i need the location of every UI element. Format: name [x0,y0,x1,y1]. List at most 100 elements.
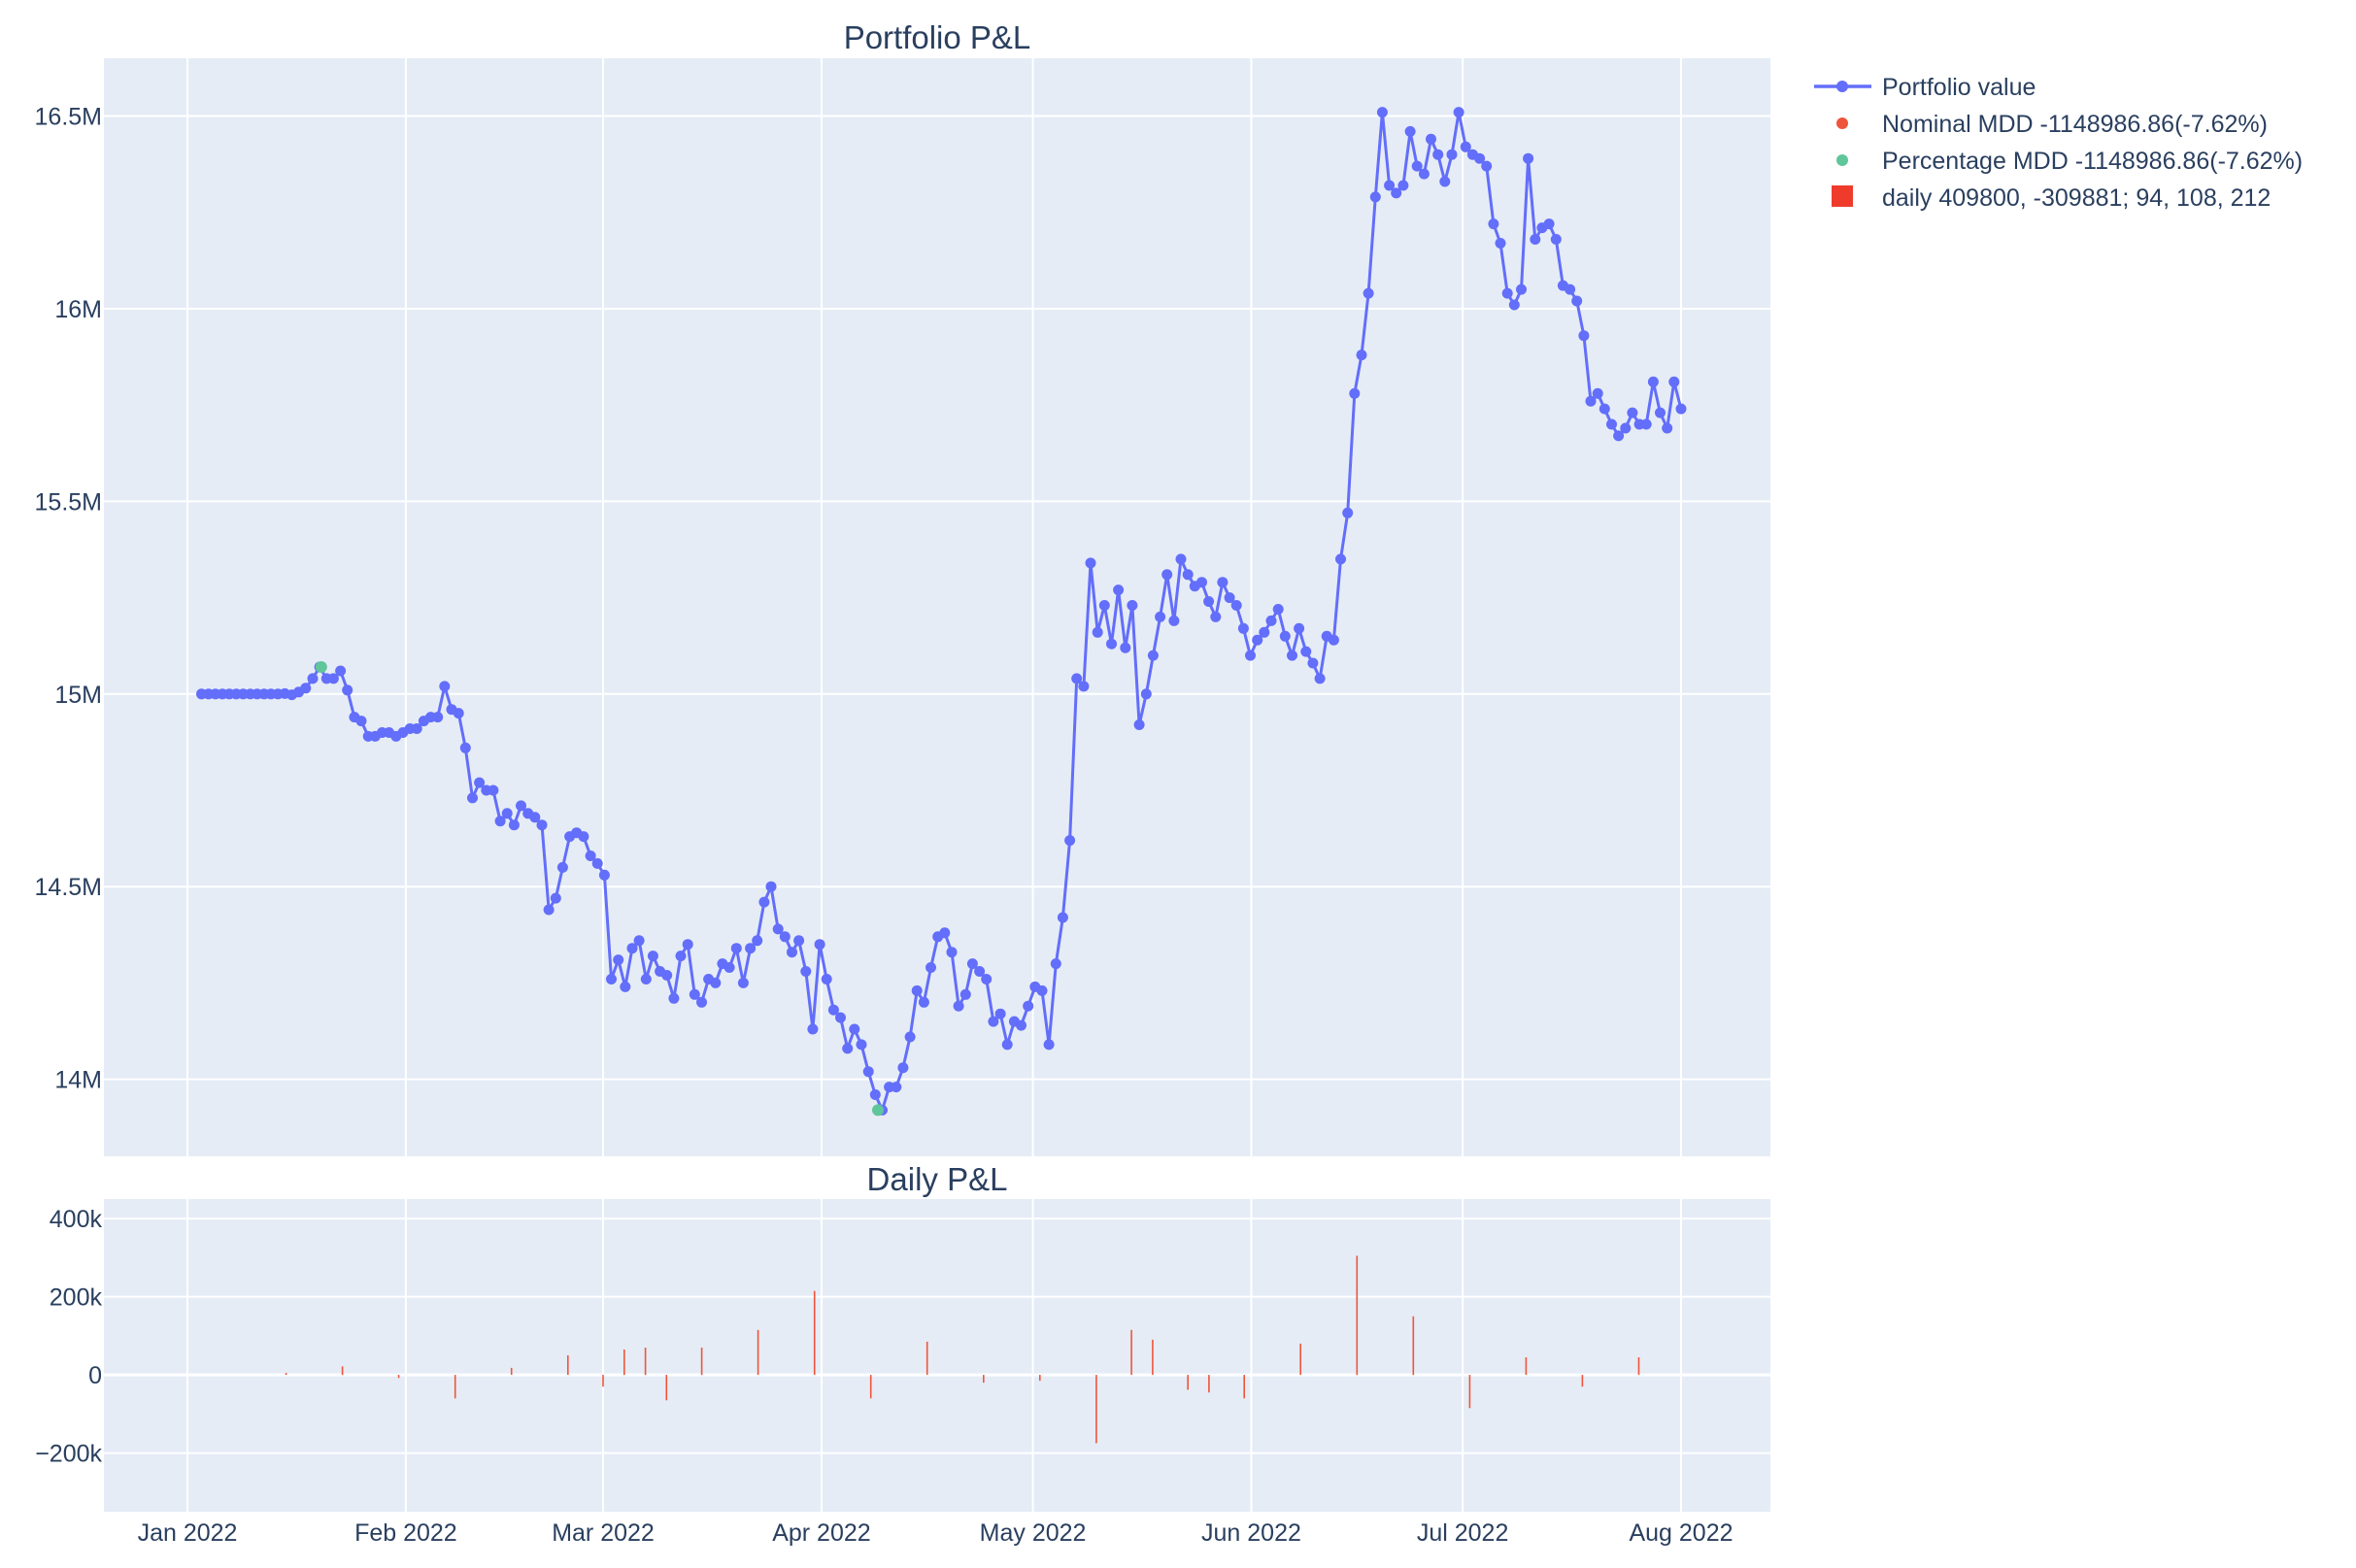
portfolio-value-point [966,958,978,970]
portfolio-value-point [1155,611,1166,622]
daily-pnl-bar [567,1355,569,1376]
portfolio-value-point [1550,234,1562,245]
portfolio-value-point [1001,1039,1013,1051]
portfolio-value-point [585,851,596,861]
top-plot-area [104,58,1770,1156]
legend-label-nominal-mdd: Nominal MDD -1148986.86(-7.62%) [1882,111,2268,138]
portfolio-value-point [1655,407,1666,418]
daily-pnl-bar [1208,1375,1210,1393]
portfolio-value-point [1023,1000,1034,1012]
portfolio-value-point [1314,673,1326,684]
portfolio-value-point [849,1023,860,1035]
portfolio-value-point [1335,553,1346,565]
legend-item-percentage-mdd[interactable]: Percentage MDD -1148986.86(-7.62%) [1836,148,2303,175]
portfolio-value-point [710,977,722,988]
daily-pnl-bar [1468,1375,1471,1409]
daily-pnl-bar [1187,1375,1189,1390]
portfolio-value-point [300,683,312,694]
daily-pnl-bar [623,1350,625,1376]
bottom-y-tick-label: 0 [88,1362,102,1389]
daily-pnl-bar [1356,1255,1359,1376]
portfolio-value-point [737,977,749,988]
portfolio-value-point [696,996,707,1008]
portfolio-value-point [842,1043,854,1054]
daily-pnl-bar [665,1375,668,1401]
daily-pnl-bar [983,1375,985,1384]
portfolio-value-point [1495,238,1506,249]
portfolio-value-point [787,947,797,958]
portfolio-value-point [1668,376,1680,387]
portfolio-value-point [1300,646,1312,657]
portfolio-value-point [1113,584,1125,596]
daily-pnl-bar [1243,1375,1245,1399]
portfolio-value-point [1578,330,1590,342]
portfolio-value-point [432,712,444,723]
portfolio-value-point [1516,284,1527,295]
legend-item-nominal-mdd[interactable]: Nominal MDD -1148986.86(-7.62%) [1836,111,2268,138]
daily-pnl-bar [602,1375,604,1387]
portfolio-value-point [536,819,548,831]
top-chart-title: Portfolio P&L [844,19,1031,55]
portfolio-value-point [1606,418,1617,430]
portfolio-value-point [1391,187,1402,199]
portfolio-value-point [689,988,700,1000]
legend[interactable]: Portfolio value Nominal MDD -1148986.86(… [1814,74,2303,212]
daily-pnl-bar [1039,1375,1041,1382]
x-tick-label: Jan 2022 [138,1519,238,1547]
portfolio-value-point [606,974,617,984]
portfolio-value-point [342,684,353,696]
portfolio-value-point [814,939,825,951]
daily-pnl-bar [1525,1357,1528,1376]
y-tick-labels: 14M 14.5M 15M 15.5M 16M 16.5M −200k 0 200k 400k [35,104,103,1468]
daily-pnl-bar [341,1366,344,1376]
portfolio-value-point [1078,681,1090,692]
portfolio-value-point [1363,287,1374,299]
portfolio-value-point [730,943,742,954]
portfolio-value-point [1210,611,1222,622]
grid-lines [104,58,1770,1512]
portfolio-value-point [1627,407,1638,418]
legend-item-portfolio-value[interactable]: Portfolio value [1814,74,2036,101]
portfolio-value-point [1217,577,1228,588]
percentage-mdd-point [872,1104,884,1117]
portfolio-value-point [981,974,993,984]
portfolio-value-point [1085,557,1096,569]
portfolio-value-point [1460,141,1471,152]
portfolio-value-point [1182,569,1194,581]
portfolio-value-point [897,1062,909,1074]
portfolio-value-point [1259,626,1270,638]
portfolio-value-point [501,808,513,819]
portfolio-value-point [1224,592,1235,604]
portfolio-value-point [1620,422,1632,434]
daily-pnl-bar [397,1375,400,1379]
portfolio-value-point [1071,673,1083,684]
portfolio-value-point [1439,176,1451,187]
portfolio-value-point [307,673,319,684]
portfolio-value-point [661,970,673,981]
portfolio-value-point [1599,403,1610,415]
legend-marker-portfolio [1836,81,1848,92]
daily-pnl-bar [644,1348,647,1376]
portfolio-value-point [821,974,832,984]
portfolio-value-point [1647,376,1659,387]
portfolio-value-point [1168,615,1180,626]
portfolio-value-point [1196,577,1207,588]
daily-pnl-bar [757,1329,759,1376]
daily-pnl-bar [1299,1343,1301,1376]
top-y-tick-label: 14.5M [35,874,102,901]
legend-item-daily[interactable]: daily 409800, -309881; 94, 108, 212 [1832,184,2271,212]
x-tick-label: Mar 2022 [552,1519,655,1547]
top-y-tick-label: 16M [54,296,102,323]
portfolio-value-point [1369,191,1381,203]
portfolio-value-point [556,861,568,873]
portfolio-value-point [459,742,471,753]
portfolio-value-point [1098,600,1110,611]
portfolio-value-point [904,1031,916,1043]
portfolio-value-point [543,904,555,916]
portfolio-value-point [959,988,971,1000]
portfolio-value-point [1432,149,1444,160]
portfolio-value-point [494,816,506,827]
portfolio-value-point [1418,168,1430,180]
